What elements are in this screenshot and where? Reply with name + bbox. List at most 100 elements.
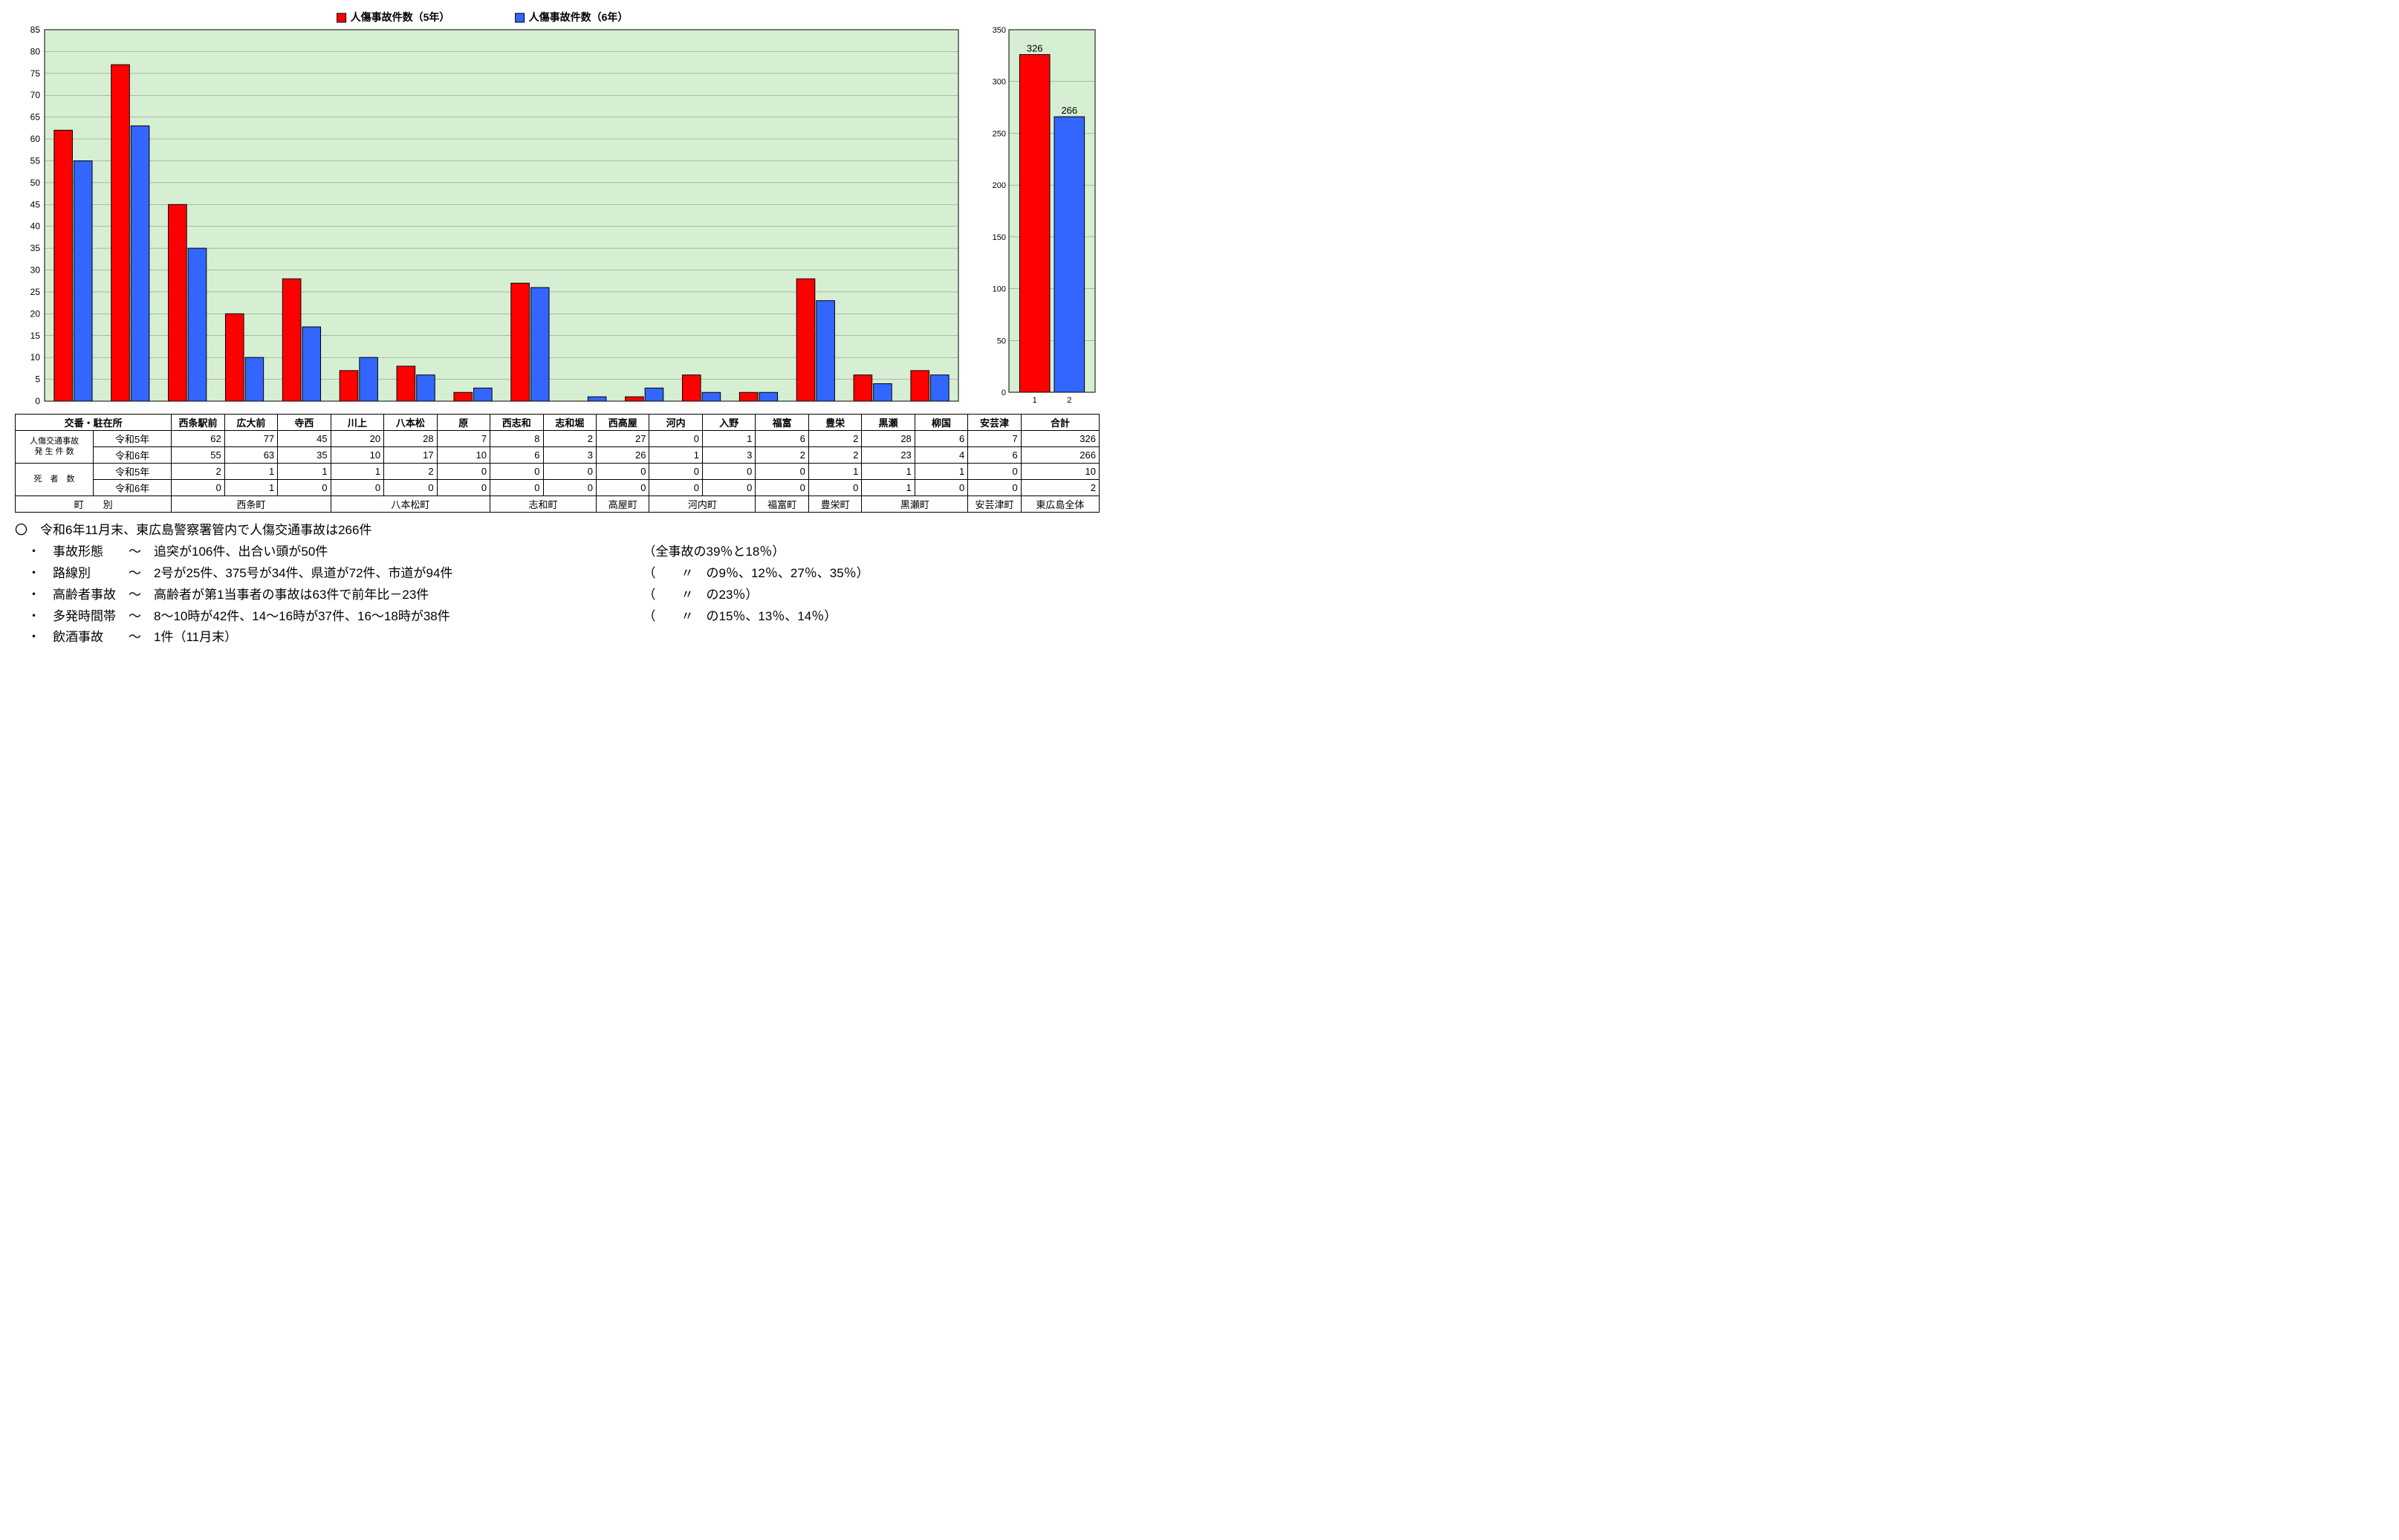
bar-6yr <box>530 287 549 401</box>
cell: 1 <box>808 464 861 480</box>
cell: 62 <box>172 431 224 447</box>
row-year: 令和6年 <box>94 447 172 464</box>
bar-6yr <box>131 126 149 401</box>
svg-text:70: 70 <box>30 90 41 100</box>
bar-6yr <box>645 388 663 401</box>
svg-text:5: 5 <box>35 374 40 385</box>
hdr-col: 広大前 <box>224 415 277 431</box>
cell: 27 <box>596 431 649 447</box>
cell: 35 <box>278 447 331 464</box>
town-cell: 福富町 <box>756 496 808 513</box>
cell: 0 <box>278 480 331 496</box>
bar-6yr <box>360 357 378 401</box>
cell: 0 <box>384 480 437 496</box>
cell: 10 <box>437 447 490 464</box>
row-town-label: 町 別 <box>16 496 172 513</box>
cell: 0 <box>437 480 490 496</box>
notes-headline: 〇 令和6年11月末、東広島警察署管内で人傷交通事故は266件 <box>15 520 1100 542</box>
note-right: （ 〃 の15％、13％、14％） <box>643 606 1100 628</box>
cell: 0 <box>172 480 224 496</box>
notes-block: 〇 令和6年11月末、東広島警察署管内で人傷交通事故は266件 ・ 事故形態 ～… <box>15 520 1100 649</box>
cell: 55 <box>172 447 224 464</box>
bar-5yr <box>854 375 872 401</box>
svg-text:300: 300 <box>993 78 1006 87</box>
cell: 0 <box>543 464 596 480</box>
bar-5yr <box>54 130 73 401</box>
cell: 63 <box>224 447 277 464</box>
row-group: 人傷交通事故発 生 件 数 <box>16 431 94 464</box>
cell: 0 <box>543 480 596 496</box>
svg-text:50: 50 <box>30 178 41 188</box>
note-left: ・ 飲酒事故 ～ 1件（11月末） <box>15 627 643 649</box>
cell: 8 <box>490 431 543 447</box>
svg-text:1: 1 <box>1033 396 1037 405</box>
cell: 0 <box>649 464 702 480</box>
svg-text:人傷事故件数（6年）: 人傷事故件数（6年） <box>529 11 629 23</box>
cell: 4 <box>915 447 967 464</box>
main-chart-svg: 人傷事故件数（5年）人傷事故件数（6年）05101520253035404550… <box>15 7 966 409</box>
bar-5yr <box>340 371 358 401</box>
svg-text:326: 326 <box>1027 42 1043 53</box>
data-table: 交番・駐在所西条駅前広大前寺西川上八本松原西志和志和堀西高屋河内入野福富豊栄黒瀬… <box>15 414 1100 513</box>
town-total: 東広島全体 <box>1021 496 1099 513</box>
svg-text:55: 55 <box>30 155 41 166</box>
svg-text:65: 65 <box>30 112 41 123</box>
bar-6yr <box>474 388 493 401</box>
bar-6yr <box>74 160 92 401</box>
row-year: 令和6年 <box>94 480 172 496</box>
hdr-col: 安芸津 <box>968 415 1021 431</box>
hdr-col: 西高屋 <box>596 415 649 431</box>
cell: 7 <box>437 431 490 447</box>
cell: 1 <box>649 447 702 464</box>
total-bar <box>1019 54 1050 392</box>
cell: 3 <box>543 447 596 464</box>
hdr-total: 合計 <box>1021 415 1099 431</box>
svg-text:人傷事故件数（5年）: 人傷事故件数（5年） <box>351 11 450 23</box>
hdr-col: 志和堀 <box>543 415 596 431</box>
bar-6yr <box>417 375 435 401</box>
cell: 0 <box>968 480 1021 496</box>
hdr-col: 西条駅前 <box>172 415 224 431</box>
cell-total: 266 <box>1021 447 1099 464</box>
legend: 人傷事故件数（5年） 人傷事故件数（6年） <box>337 11 629 23</box>
bar-6yr <box>817 301 835 401</box>
total-bar <box>1054 117 1085 392</box>
cell: 0 <box>756 464 808 480</box>
cell: 6 <box>915 431 967 447</box>
note-right: （ 〃 の23％） <box>643 585 1100 606</box>
bar-6yr <box>931 375 949 401</box>
bar-5yr <box>796 279 815 401</box>
hdr-col: 柳国 <box>915 415 967 431</box>
hdr-col: 福富 <box>756 415 808 431</box>
cell: 26 <box>596 447 649 464</box>
svg-text:10: 10 <box>30 352 41 363</box>
bar-5yr <box>225 313 244 401</box>
cell-total: 326 <box>1021 431 1099 447</box>
cell: 6 <box>968 447 1021 464</box>
town-cell: 高屋町 <box>596 496 649 513</box>
note-left: ・ 路線別 ～ 2号が25件、375号が34件、県道が72件、市道が94件 <box>15 563 643 585</box>
chart-total: 05010015020025030035032612662 <box>988 7 1100 411</box>
cell: 2 <box>172 464 224 480</box>
bar-5yr <box>169 204 187 401</box>
svg-text:2: 2 <box>1067 396 1071 405</box>
bar-6yr <box>702 392 721 401</box>
cell: 2 <box>756 447 808 464</box>
bar-5yr <box>454 392 473 401</box>
svg-text:20: 20 <box>30 308 41 319</box>
cell: 1 <box>862 464 915 480</box>
cell: 1 <box>702 431 755 447</box>
cell: 1 <box>862 480 915 496</box>
cell: 28 <box>384 431 437 447</box>
hdr-col: 西志和 <box>490 415 543 431</box>
bar-5yr <box>626 397 644 401</box>
cell: 77 <box>224 431 277 447</box>
svg-text:0: 0 <box>1002 389 1006 397</box>
svg-text:60: 60 <box>30 134 41 144</box>
cell: 6 <box>490 447 543 464</box>
cell: 0 <box>702 464 755 480</box>
town-cell: 黒瀬町 <box>862 496 968 513</box>
bar-5yr <box>282 279 301 401</box>
row-group: 死 者 数 <box>16 464 94 496</box>
cell: 20 <box>331 431 383 447</box>
